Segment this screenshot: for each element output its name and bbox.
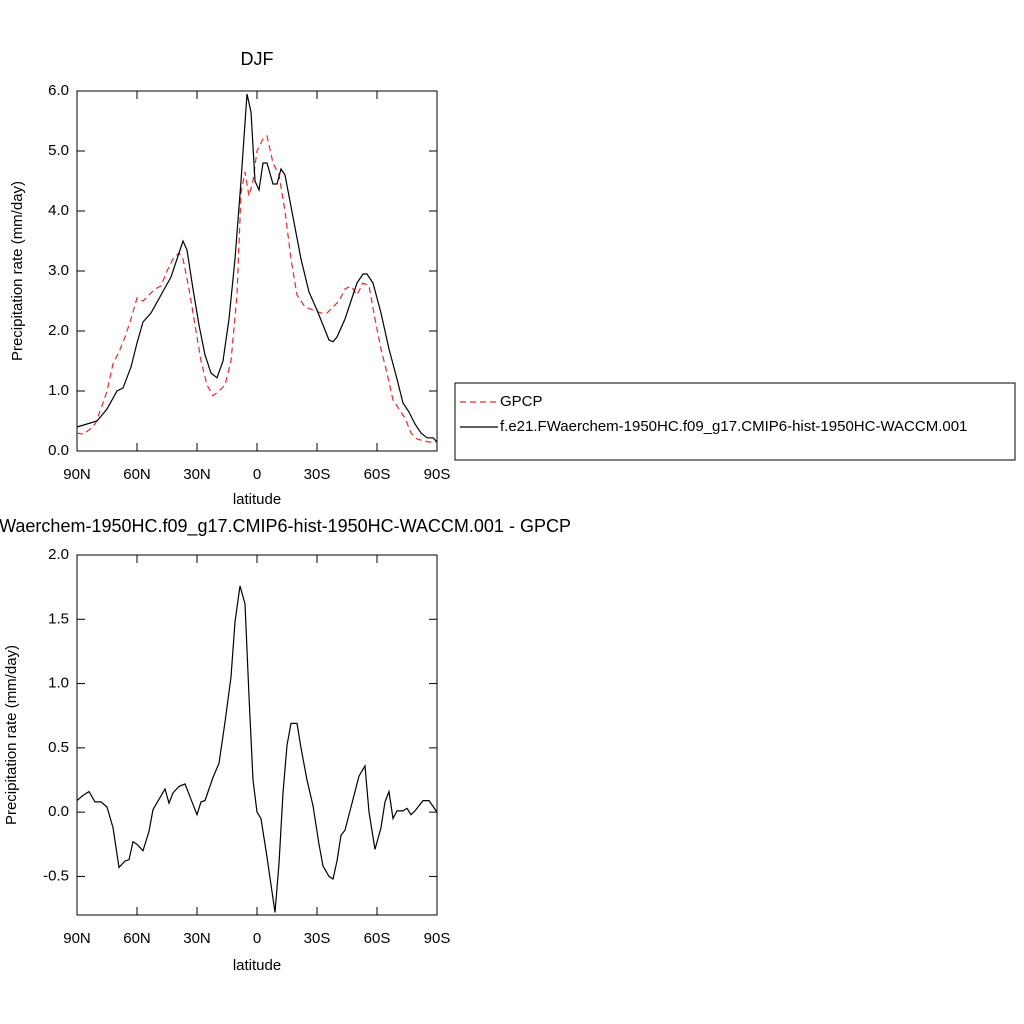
x-tick-label: 60N (123, 466, 151, 483)
y-tick-label: 2.0 (48, 322, 69, 339)
legend-label: GPCP (500, 393, 543, 410)
data-line (76, 93, 438, 443)
y-tick-label: 1.0 (48, 382, 69, 399)
y-axis-label: Precipitation rate (mm/day) (3, 645, 20, 825)
y-tick-label: 1.0 (48, 675, 69, 692)
x-tick-label: 30N (183, 466, 211, 483)
plot-frame (76, 90, 438, 452)
x-tick-label: 60S (364, 466, 391, 483)
x-tick-label: 90S (424, 930, 451, 947)
y-tick-label: -0.5 (43, 867, 69, 884)
y-tick-label: 0.5 (48, 739, 69, 756)
data-line (76, 585, 438, 913)
x-tick-label: 90S (424, 466, 451, 483)
x-tick-label: 0 (253, 466, 261, 483)
x-tick-label: 60N (123, 930, 151, 947)
x-tick-label: 90N (63, 466, 91, 483)
x-tick-label: 60S (364, 930, 391, 947)
x-axis-label: latitude (233, 957, 281, 974)
x-tick-label: 30S (304, 930, 331, 947)
plot-frame (76, 554, 438, 916)
y-tick-label: 0.0 (48, 803, 69, 820)
x-tick-label: 0 (253, 930, 261, 947)
y-tick-label: 1.5 (48, 610, 69, 627)
legend-box (454, 382, 1016, 461)
data-line (76, 134, 437, 443)
y-tick-label: 4.0 (48, 202, 69, 219)
y-tick-label: 0.0 (48, 442, 69, 459)
x-axis-label: latitude (233, 491, 281, 508)
y-tick-label: 2.0 (48, 546, 69, 563)
x-tick-label: 30S (304, 466, 331, 483)
y-tick-label: 5.0 (48, 142, 69, 159)
x-tick-label: 90N (63, 930, 91, 947)
y-axis-label: Precipitation rate (mm/day) (9, 181, 26, 361)
chart-title: DJF (241, 49, 274, 69)
chart-title: f.e21.FWaerchem-1950HC.f09_g17.CMIP6-his… (0, 516, 571, 537)
x-tick-label: 30N (183, 930, 211, 947)
y-tick-label: 3.0 (48, 262, 69, 279)
legend-label: f.e21.FWaerchem-1950HC.f09_g17.CMIP6-his… (500, 418, 967, 435)
y-tick-label: 6.0 (48, 82, 69, 99)
